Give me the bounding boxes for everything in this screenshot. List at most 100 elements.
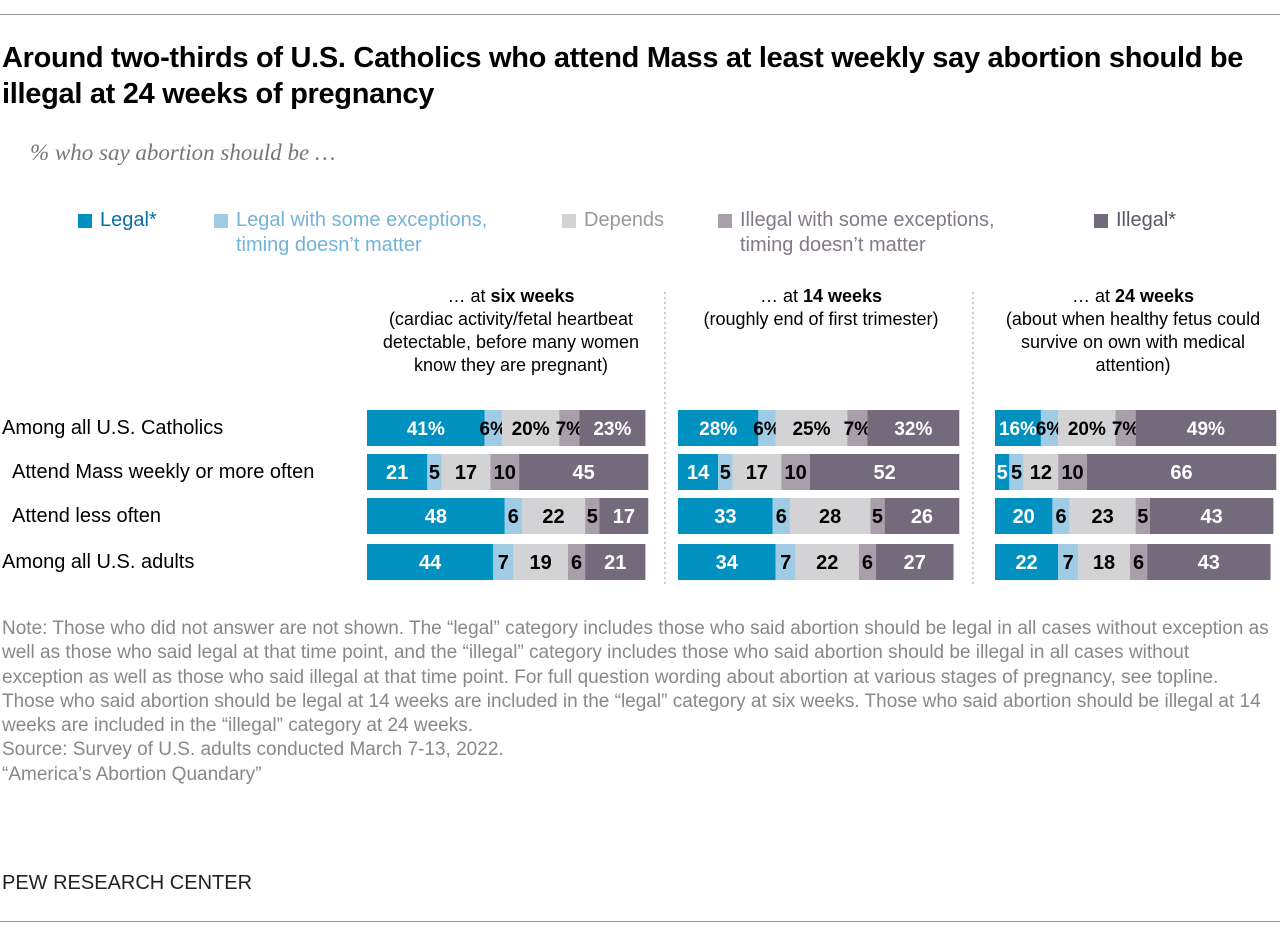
data-label: 23% [593, 419, 631, 440]
data-label: 7% [1112, 419, 1140, 440]
bar-segment [559, 410, 580, 446]
bar-segment [789, 498, 871, 534]
legend-item: Depends [562, 208, 664, 233]
bar-segment [599, 498, 649, 534]
data-label: 41% [407, 419, 445, 440]
legend-label: Illegal with some exceptions, timing does… [740, 209, 995, 256]
panel-description: (about when healthy fetus could [1005, 309, 1261, 329]
data-label: 20% [1068, 419, 1106, 440]
bar-segment [1086, 454, 1277, 490]
bar-segment [1058, 544, 1079, 580]
bar-segment [678, 544, 776, 580]
data-label: 22 [1015, 552, 1037, 574]
data-label: 5 [997, 462, 1008, 484]
bar-segment [995, 410, 1041, 446]
bar-segment [1147, 544, 1271, 580]
data-label: 45 [573, 462, 595, 484]
bar-segment [995, 544, 1059, 580]
data-label: 5 [429, 462, 440, 484]
data-label: 23 [1092, 506, 1114, 528]
bar-segment [1040, 410, 1059, 446]
data-label: 44 [419, 552, 442, 574]
legend-swatch [718, 214, 732, 228]
bar-segment [995, 498, 1053, 534]
legend-label: Legal* [100, 209, 157, 231]
bar-segment [775, 410, 848, 446]
bar-segment [579, 410, 646, 446]
bar-segment [501, 410, 560, 446]
bar-segment [1115, 410, 1136, 446]
bar-segment [1135, 410, 1277, 446]
legend-swatch [562, 214, 576, 228]
brand-logo-text: PEW RESEARCH CENTER [2, 872, 253, 894]
data-label: 10 [785, 462, 807, 484]
bar-segment [1069, 498, 1136, 534]
bar-segment [678, 454, 719, 490]
bar-segment [884, 498, 960, 534]
note: Note: Those who did not answer are not s… [2, 617, 1272, 787]
bar-segment [367, 498, 505, 534]
source-text: Source: Survey of U.S. adults conducted … [2, 739, 504, 761]
bar-segment [781, 454, 811, 490]
bar-segment [1135, 498, 1150, 534]
panel-title: … at 24 weeks [1071, 286, 1195, 306]
data-label: 19 [530, 552, 552, 574]
panel-header: … at 14 weeks (roughly end of first trime… [671, 285, 971, 331]
data-label: 22 [816, 552, 838, 574]
data-label: 48 [425, 506, 447, 528]
bar-segment [521, 498, 586, 534]
data-label: 33 [714, 506, 736, 528]
bar-segment [732, 454, 782, 490]
bar-segment [995, 454, 1010, 490]
bar-segment [484, 410, 502, 446]
data-label: 6 [862, 552, 873, 574]
bar-segment [795, 544, 859, 580]
data-label: 43 [1201, 506, 1223, 528]
panel-title: … at 14 weeks [759, 286, 883, 306]
data-label: 14 [687, 462, 710, 484]
data-label: 18 [1093, 552, 1115, 574]
bar-segment [427, 454, 442, 490]
bar-segment [490, 454, 520, 490]
bar-segment [441, 454, 491, 490]
legend-swatch [214, 214, 228, 228]
data-label: 20% [512, 419, 550, 440]
panel-description: attention) [1095, 355, 1171, 375]
bar-segment [876, 544, 954, 580]
panel-description: (roughly end of first trimester) [703, 309, 939, 329]
bar-segment [1052, 498, 1070, 534]
legend-swatch [1094, 214, 1108, 228]
data-label: 66 [1170, 462, 1192, 484]
data-label: 21 [604, 552, 626, 574]
report-title: “America’s Abortion Quandary” [2, 763, 262, 785]
bar-segment [678, 498, 773, 534]
chart-title: Around two-thirds of U.S. Catholics who … [2, 42, 1244, 110]
panel-description: survive on own with medical [1020, 332, 1246, 352]
chart-subtitle: % who say abortion should be … [30, 140, 336, 165]
legend-item: Legal* [78, 208, 157, 233]
top-rule [0, 14, 1280, 15]
data-label: 20 [1013, 506, 1035, 528]
data-label: 5 [1137, 506, 1148, 528]
data-label: 6% [1036, 419, 1064, 440]
legend-label: Depends [584, 209, 665, 231]
bar-segment [847, 410, 868, 446]
data-label: 7 [498, 552, 509, 574]
data-label: 28 [819, 506, 841, 528]
data-label: 5 [720, 462, 731, 484]
panel-header: … at 24 weeks (about when healthy fetus c… [983, 285, 1280, 377]
legend-label: Illegal* [1116, 209, 1177, 231]
bar-segment [567, 544, 586, 580]
legend-swatch [78, 214, 92, 228]
bar-segment [810, 454, 960, 490]
panel-header: … at six weeks (cardiac activity/fetal he… [361, 285, 661, 377]
bar-segment [367, 410, 485, 446]
data-label: 34 [716, 552, 739, 574]
bar-segment [1009, 454, 1024, 490]
bar-segment [513, 544, 568, 580]
bar-segment [775, 544, 796, 580]
data-label: 16% [999, 419, 1037, 440]
bar-segment [718, 454, 733, 490]
data-label: 17 [613, 506, 635, 528]
